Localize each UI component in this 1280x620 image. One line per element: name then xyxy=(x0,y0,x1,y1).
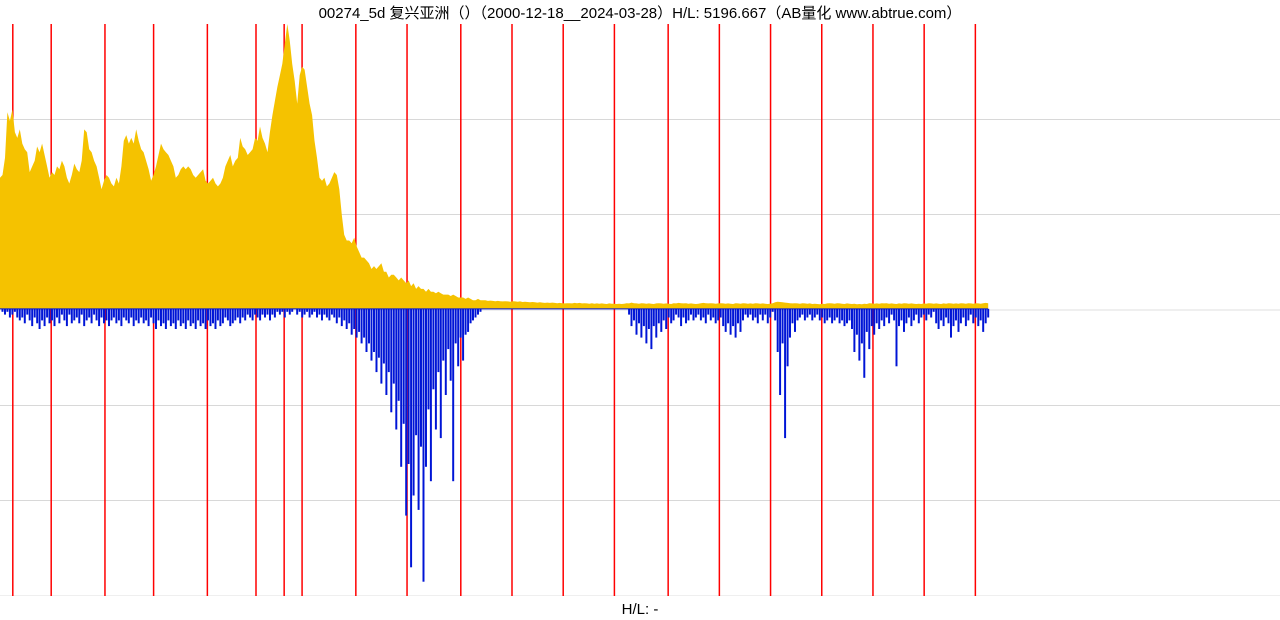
chart-title: 00274_5d 复兴亚洲（）（2000-12-18__2024-03-28）H… xyxy=(0,2,1280,23)
chart-svg xyxy=(0,24,1280,596)
chart-container: 00274_5d 复兴亚洲（）（2000-12-18__2024-03-28）H… xyxy=(0,0,1280,620)
chart-plot xyxy=(0,24,1280,596)
chart-footer: H/L: - xyxy=(0,601,1280,618)
